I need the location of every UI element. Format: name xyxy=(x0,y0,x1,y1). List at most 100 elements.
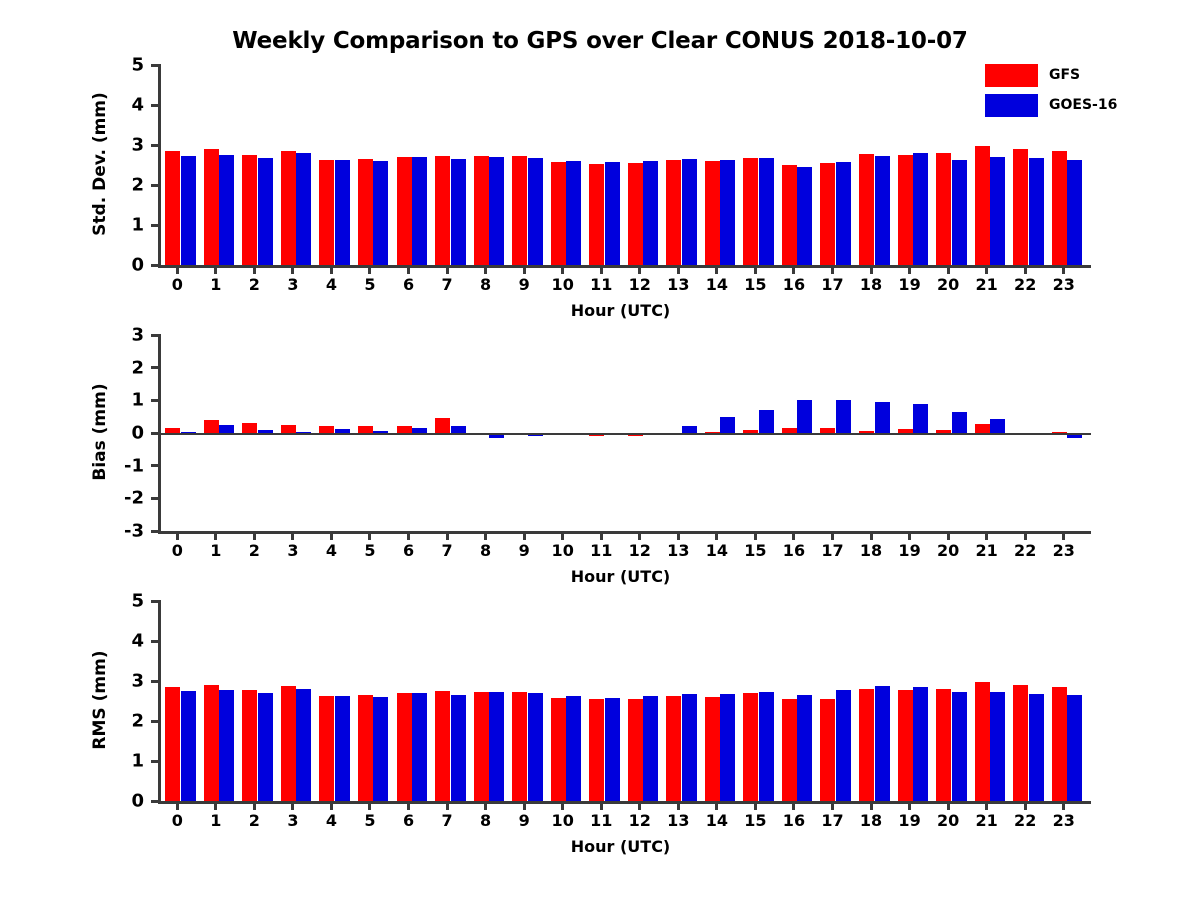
bar-std-dev-gfs-h20 xyxy=(936,153,952,265)
panel-std-dev: 0 1 2 3 4 5 0 1 2 3 4 5 6 7 8 9 10 11 12 13 14 15 16 17 18 19 20 21… xyxy=(90,55,1091,320)
bar-rms-gfs-h15 xyxy=(743,693,759,801)
x-tick-bias-1 xyxy=(214,531,218,540)
x-tick-bias-10 xyxy=(561,531,565,540)
bar-rms-gfs-h5 xyxy=(357,695,373,801)
x-tick-bias-7 xyxy=(445,531,449,540)
bar-bias-goes-16-h0 xyxy=(180,432,196,434)
y-tick-label-bias-4: 1 xyxy=(131,389,144,411)
x-tick-bias-19 xyxy=(908,531,912,540)
x-tick-label-std-dev-15: 15 xyxy=(744,275,767,294)
x-tick-label-rms-3: 3 xyxy=(287,811,299,830)
x-tick-rms-18 xyxy=(869,801,873,810)
y-tick-std-dev-1: 1 xyxy=(131,215,161,236)
y-tick-bias-5: 2 xyxy=(131,357,161,378)
x-tick-label-rms-6: 6 xyxy=(402,811,415,830)
bar-rms-goes-16-h20 xyxy=(951,691,967,801)
x-tick-label-rms-10: 10 xyxy=(551,811,574,830)
bar-rms-goes-16-h8 xyxy=(489,692,505,801)
x-axis-line-rms xyxy=(158,801,1091,804)
x-tick-std-dev-23 xyxy=(1062,265,1066,274)
legend: GFS GOES-16 xyxy=(985,60,1195,120)
bar-rms-gfs-h20 xyxy=(936,689,952,801)
bar-std-dev-goes-16-h18 xyxy=(874,155,890,265)
bar-std-dev-gfs-h22 xyxy=(1013,149,1029,265)
bar-std-dev-goes-16-h11 xyxy=(604,162,620,265)
bar-bias-goes-16-h21 xyxy=(990,418,1006,433)
y-tick-label-rms-1: 1 xyxy=(131,750,144,772)
bar-rms-goes-16-h2 xyxy=(257,693,273,801)
bar-std-dev-goes-16-h14 xyxy=(720,160,736,265)
plot-area-rms: 0 1 2 3 4 5 xyxy=(131,591,1083,812)
bar-bias-gfs-h2 xyxy=(242,423,258,433)
bar-std-dev-goes-16-h10 xyxy=(566,160,582,265)
bar-std-dev-gfs-h1 xyxy=(203,149,219,265)
bar-rms-gfs-h3 xyxy=(280,686,296,801)
x-tick-label-rms-7: 7 xyxy=(441,811,453,830)
x-tick-label-bias-20: 20 xyxy=(936,541,960,560)
x-tick-label-bias-13: 13 xyxy=(667,541,690,560)
x-tick-label-bias-15: 15 xyxy=(744,541,767,560)
bar-rms-gfs-h0 xyxy=(165,687,181,801)
bar-std-dev-goes-16-h0 xyxy=(180,155,196,265)
bar-bias-goes-16-h6 xyxy=(412,428,428,433)
bar-rms-goes-16-h16 xyxy=(797,695,813,801)
bar-bias-goes-16-h17 xyxy=(835,399,851,433)
x-tick-rms-12 xyxy=(638,801,642,810)
bar-rms-gfs-h22 xyxy=(1013,685,1029,801)
bar-rms-goes-16-h12 xyxy=(643,696,659,801)
bar-bias-goes-16-h23 xyxy=(1067,433,1083,438)
x-tick-rms-15 xyxy=(753,801,757,810)
x-tick-label-bias-7: 7 xyxy=(441,541,453,560)
y-tick-label-std-dev-4: 4 xyxy=(131,94,144,116)
x-tick-label-bias-5: 5 xyxy=(364,541,376,560)
x-tick-label-bias-4: 4 xyxy=(325,541,338,560)
x-tick-label-std-dev-16: 16 xyxy=(782,275,806,294)
x-tick-std-dev-13 xyxy=(676,265,680,274)
bar-std-dev-goes-16-h20 xyxy=(951,159,967,265)
x-tick-std-dev-0 xyxy=(175,265,179,274)
x-tick-rms-5 xyxy=(368,801,372,810)
x-tick-rms-10 xyxy=(561,801,565,810)
y-axis-title-rms: RMS (mm) xyxy=(90,650,110,750)
y-tick-rms-0: 0 xyxy=(131,791,161,812)
y-tick-label-std-dev-2: 2 xyxy=(131,174,144,196)
x-tick-label-std-dev-4: 4 xyxy=(325,275,338,294)
x-axis-line-std-dev xyxy=(158,265,1091,268)
x-tick-bias-18 xyxy=(869,531,873,540)
bar-std-dev-gfs-h7 xyxy=(435,156,451,265)
x-tick-rms-1 xyxy=(214,801,218,810)
bar-std-dev-gfs-h21 xyxy=(974,146,990,265)
bar-std-dev-gfs-h19 xyxy=(897,154,913,265)
x-tick-std-dev-22 xyxy=(1023,265,1027,274)
bar-std-dev-gfs-h11 xyxy=(589,163,605,265)
legend-item-gfs: GFS xyxy=(985,60,1195,90)
bar-rms-goes-16-h6 xyxy=(412,692,428,801)
x-tick-label-bias-0: 0 xyxy=(171,541,183,560)
bar-bias-gfs-h19 xyxy=(897,429,913,433)
x-tick-label-rms-14: 14 xyxy=(705,811,728,830)
x-tick-label-rms-5: 5 xyxy=(364,811,376,830)
x-tick-label-bias-23: 23 xyxy=(1052,541,1075,560)
x-tick-label-std-dev-5: 5 xyxy=(364,275,376,294)
bar-rms-goes-16-h23 xyxy=(1067,695,1083,801)
x-tick-label-bias-14: 14 xyxy=(705,541,728,560)
bar-rms-goes-16-h18 xyxy=(874,686,890,801)
y-tick-bias-6: 3 xyxy=(131,325,161,346)
bar-std-dev-goes-16-h16 xyxy=(797,167,813,265)
x-tick-label-std-dev-18: 18 xyxy=(859,275,883,294)
bar-bias-gfs-h23 xyxy=(1051,432,1067,434)
bar-rms-goes-16-h1 xyxy=(219,690,235,801)
x-tick-bias-14 xyxy=(715,531,719,540)
x-tick-label-std-dev-23: 23 xyxy=(1052,275,1075,294)
x-tick-label-bias-6: 6 xyxy=(402,541,415,560)
x-tick-std-dev-10 xyxy=(561,265,565,274)
x-tick-label-std-dev-0: 0 xyxy=(171,275,183,294)
x-tick-label-rms-18: 18 xyxy=(859,811,883,830)
y-tick-rms-4: 4 xyxy=(131,631,161,652)
y-tick-label-std-dev-1: 1 xyxy=(131,214,144,236)
bar-rms-goes-16-h0 xyxy=(180,691,196,801)
x-tick-rms-3 xyxy=(291,801,295,810)
x-tick-label-std-dev-10: 10 xyxy=(551,275,574,294)
x-tick-rms-17 xyxy=(830,801,834,810)
